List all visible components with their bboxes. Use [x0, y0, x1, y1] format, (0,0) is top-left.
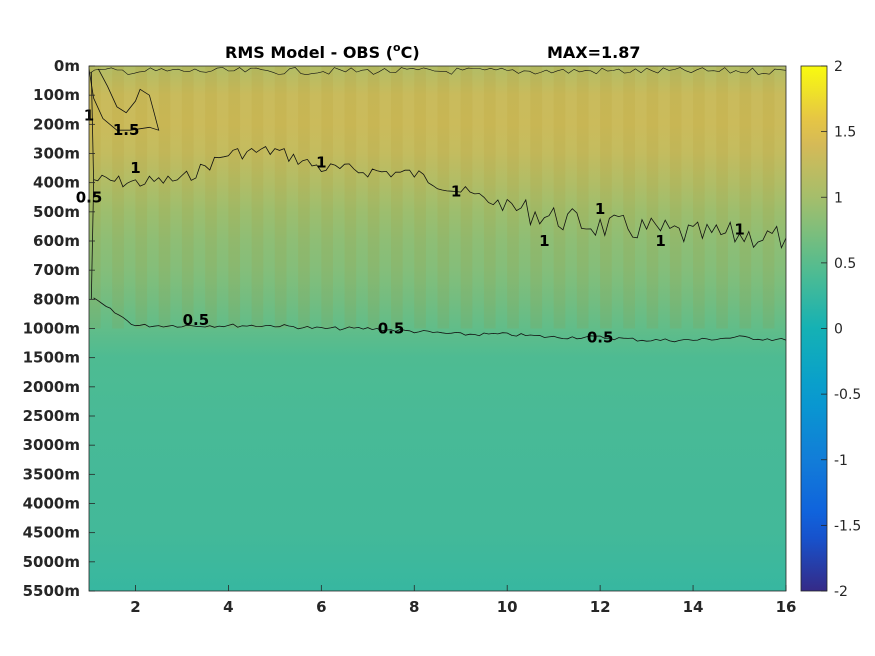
x-tick-label: 14	[683, 598, 704, 616]
y-tick-label: 300m	[33, 145, 80, 163]
field-stripe	[669, 66, 682, 329]
contour-label: 0.5	[378, 320, 405, 338]
colorbar-tick-label: -2	[834, 584, 848, 600]
y-tick-label: 4500m	[23, 524, 80, 542]
contour-line-surface	[89, 67, 786, 76]
colorbar-ticks: 2 1.5 1 0.5 0 -0.5 -1 -1.5 -2	[821, 59, 861, 600]
y-tick-label: 1000m	[23, 320, 80, 338]
contour-label: 1	[595, 200, 605, 218]
x-tick-label: 10	[497, 598, 518, 616]
heatmap-field	[89, 66, 786, 591]
x-tick-label: 8	[409, 598, 419, 616]
title-main: RMS Model - OBS (oC)	[225, 41, 420, 62]
y-axis: 0m 100m 200m 300m 400m 500m 600m 700m 800m 1000m 1…	[23, 57, 95, 600]
field-stripe	[739, 66, 752, 329]
field-stripe	[600, 66, 612, 329]
field-stripe	[623, 66, 635, 329]
y-tick-label: 600m	[33, 232, 80, 250]
colorbar-tick-label: 0	[834, 322, 843, 338]
field-stripe	[367, 66, 380, 329]
y-tick-label: 500m	[33, 203, 80, 221]
contour-line-1.5	[89, 68, 160, 131]
y-tick-label: 700m	[33, 261, 80, 279]
contour-label: 0.5	[183, 311, 210, 329]
colorbar-tick-label: -1.5	[834, 518, 861, 534]
max-annotation: MAX=1.87	[547, 43, 641, 62]
x-tick-label: 6	[316, 598, 326, 616]
contour-line-1	[93, 146, 786, 250]
y-tick-label: 800m	[33, 290, 80, 308]
x-axis: 2 4 6 8 10 12 14 16	[130, 585, 796, 616]
field-stripe	[646, 66, 659, 329]
field-stripe	[89, 66, 101, 329]
contour-line-0.5	[93, 297, 786, 343]
contour-label: 0.5	[587, 328, 614, 346]
field-stripe	[298, 66, 310, 329]
y-tick-label: 5000m	[23, 553, 80, 571]
field-stripe	[437, 66, 450, 329]
field-stripe	[507, 66, 519, 329]
field-stripe	[460, 66, 473, 329]
field-stripe	[135, 66, 148, 329]
contour-label: 1	[316, 153, 326, 171]
y-tick-label: 5500m	[23, 582, 80, 600]
title-superscript: o	[393, 41, 401, 54]
y-tick-label: 2500m	[23, 407, 80, 425]
title-unit: C)	[401, 43, 420, 62]
y-tick-label: 200m	[33, 115, 80, 133]
contour-label: 1	[451, 182, 461, 200]
colorbar: 2 1.5 1 0.5 0 -0.5 -1 -1.5 -2	[800, 59, 861, 600]
field-stripe	[158, 66, 171, 329]
y-tick-label: 100m	[33, 86, 80, 104]
field-stripe	[762, 66, 775, 329]
x-tick-label: 16	[776, 598, 797, 616]
x-tick-label: 4	[223, 598, 233, 616]
contour-label: 1	[734, 220, 744, 238]
colorbar-tick-label: 1.5	[834, 125, 856, 141]
colorbar-tick-label: 0.5	[834, 256, 856, 272]
contour-label: 1	[130, 159, 140, 177]
y-tick-label: 400m	[33, 174, 80, 192]
y-tick-label: 3500m	[23, 465, 80, 483]
field-stripe	[205, 66, 217, 329]
y-tick-label: 3000m	[23, 436, 80, 454]
colorbar-tick-label: -0.5	[834, 387, 861, 403]
contour-lines	[89, 67, 786, 343]
y-tick-label: 4000m	[23, 495, 80, 513]
x-tick-label: 2	[130, 598, 140, 616]
field-stripe	[112, 66, 124, 329]
field-stripe	[414, 66, 426, 329]
y-tick-label: 2000m	[23, 378, 80, 396]
field-stripe	[251, 66, 264, 329]
field-stripe	[391, 66, 403, 329]
field-stripe	[483, 66, 496, 329]
chart-title: RMS Model - OBS (oC) MAX=1.87	[225, 41, 641, 62]
colorbar-tick-label: -1	[834, 453, 848, 469]
field-stripe	[228, 66, 241, 329]
field-stripe	[553, 66, 566, 329]
field-stripe	[716, 66, 728, 329]
colorbar-tick-label: 2	[834, 59, 843, 75]
field-stripe	[181, 66, 194, 329]
contour-label: 1.5	[113, 121, 140, 139]
field-stripe	[576, 66, 589, 329]
field-stripe	[693, 66, 705, 329]
x-tick-label: 12	[590, 598, 611, 616]
contour-label: 1	[655, 232, 665, 250]
contour-label: 1	[539, 232, 549, 250]
field-stripe	[530, 66, 543, 329]
y-tick-label: 1500m	[23, 349, 80, 367]
field-stripe	[321, 66, 333, 329]
field-variability	[89, 66, 775, 329]
field-stripe	[344, 66, 357, 329]
y-tick-label: 0m	[54, 57, 80, 75]
colorbar-tick-label: 1	[834, 190, 843, 206]
field-stripe	[274, 66, 287, 329]
